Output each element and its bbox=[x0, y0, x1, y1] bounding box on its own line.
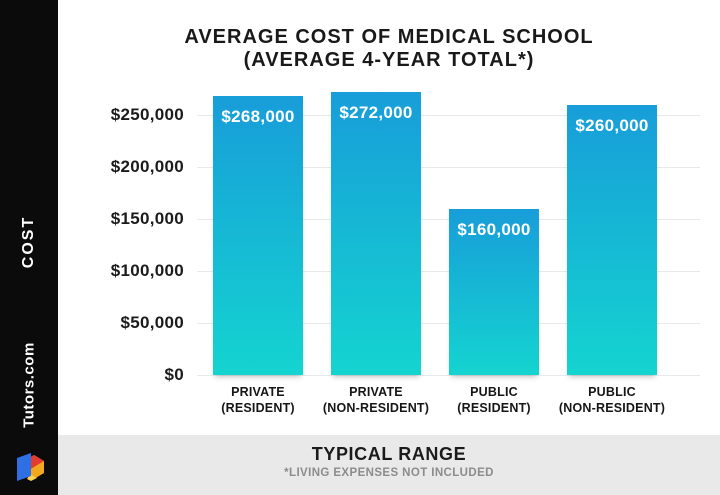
sidebar: COST Tutors.com bbox=[0, 0, 58, 495]
footer-subtitle: *LIVING EXPENSES NOT INCLUDED bbox=[284, 467, 494, 479]
bar-value-label: $268,000 bbox=[221, 107, 295, 126]
y-tick-label: $200,000 bbox=[110, 157, 184, 176]
gridline bbox=[197, 219, 700, 220]
bar-value-label: $260,000 bbox=[575, 116, 649, 135]
bar bbox=[331, 92, 421, 375]
sidebar-category-label: COST bbox=[20, 215, 37, 269]
chart-title-line1: AVERAGE COST OF MEDICAL SCHOOL bbox=[184, 26, 594, 48]
chart-area: AVERAGE COST OF MEDICAL SCHOOL (AVERAGE … bbox=[58, 0, 720, 495]
chart-title: AVERAGE COST OF MEDICAL SCHOOL (AVERAGE … bbox=[58, 26, 720, 72]
x-tick-line: (RESIDENT) bbox=[221, 401, 295, 415]
logo-page-blue bbox=[17, 453, 31, 481]
x-tick-label: PRIVATE (NON-RESIDENT) bbox=[306, 384, 446, 416]
x-tick-line: PUBLIC bbox=[470, 385, 518, 399]
x-tick-line: (NON-RESIDENT) bbox=[558, 401, 666, 415]
y-tick-label: $100,000 bbox=[110, 261, 184, 280]
footer-band: TYPICAL RANGE *LIVING EXPENSES NOT INCLU… bbox=[58, 435, 720, 495]
x-tick-label: PUBLIC (RESIDENT) bbox=[424, 384, 564, 416]
bar bbox=[213, 96, 303, 375]
bar-value-label: $272,000 bbox=[339, 103, 413, 122]
footer-title: TYPICAL RANGE bbox=[311, 444, 467, 464]
y-tick-label: $0 bbox=[164, 365, 184, 384]
x-tick-line: PRIVATE bbox=[231, 385, 285, 399]
x-tick-label: PUBLIC (NON-RESIDENT) bbox=[542, 384, 682, 416]
chart-title-line2: (AVERAGE 4-YEAR TOTAL*) bbox=[243, 49, 535, 71]
bar bbox=[567, 105, 657, 375]
gridline bbox=[197, 323, 700, 324]
y-tick-label: $250,000 bbox=[110, 105, 184, 124]
gridline bbox=[197, 115, 700, 116]
y-tick-label: $150,000 bbox=[110, 209, 184, 228]
x-tick-line: PRIVATE bbox=[349, 385, 403, 399]
plot-area: $250,000 $200,000 $150,000 $100,000 $50,000 $… bbox=[58, 0, 720, 495]
bar-value-label: $160,000 bbox=[457, 220, 531, 239]
x-tick-line: (RESIDENT) bbox=[457, 401, 531, 415]
gridline bbox=[197, 375, 700, 376]
y-tick-label: $50,000 bbox=[120, 313, 184, 332]
sidebar-brand-label: Tutors.com bbox=[20, 342, 38, 428]
x-tick-label: PRIVATE (RESIDENT) bbox=[188, 384, 328, 416]
tutors-logo-icon bbox=[17, 453, 44, 481]
x-tick-line: (NON-RESIDENT) bbox=[322, 401, 430, 415]
gridline bbox=[197, 167, 700, 168]
bar bbox=[449, 209, 539, 375]
x-tick-line: PUBLIC bbox=[588, 385, 636, 399]
gridline bbox=[197, 271, 700, 272]
